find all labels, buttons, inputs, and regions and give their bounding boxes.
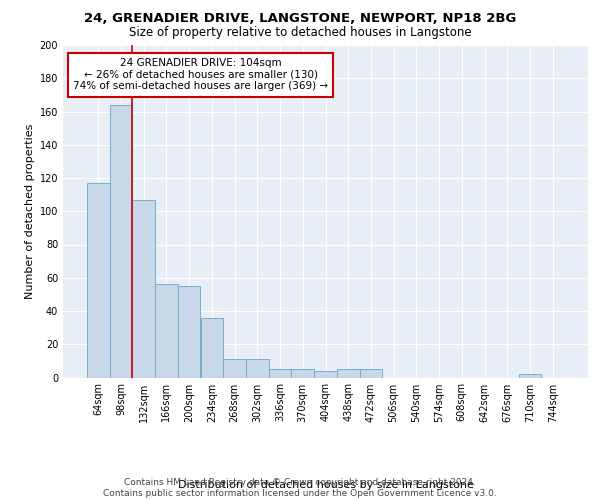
Bar: [269, 369, 292, 378]
Bar: [314, 371, 337, 378]
Bar: [133, 200, 155, 378]
Bar: [200, 318, 223, 378]
Bar: [246, 359, 269, 378]
Bar: [359, 369, 382, 378]
Bar: [178, 286, 200, 378]
Bar: [518, 374, 541, 378]
Bar: [87, 183, 110, 378]
Bar: [223, 359, 246, 378]
X-axis label: Distribution of detached houses by size in Langstone: Distribution of detached houses by size …: [178, 480, 473, 490]
Bar: [110, 105, 133, 378]
Text: Size of property relative to detached houses in Langstone: Size of property relative to detached ho…: [128, 26, 472, 39]
Text: 24, GRENADIER DRIVE, LANGSTONE, NEWPORT, NP18 2BG: 24, GRENADIER DRIVE, LANGSTONE, NEWPORT,…: [84, 12, 516, 26]
Y-axis label: Number of detached properties: Number of detached properties: [25, 124, 35, 299]
Text: Contains HM Land Registry data © Crown copyright and database right 2024.
Contai: Contains HM Land Registry data © Crown c…: [103, 478, 497, 498]
Bar: [292, 369, 314, 378]
Bar: [337, 369, 359, 378]
Bar: [155, 284, 178, 378]
Text: 24 GRENADIER DRIVE: 104sqm
← 26% of detached houses are smaller (130)
74% of sem: 24 GRENADIER DRIVE: 104sqm ← 26% of deta…: [73, 58, 328, 92]
